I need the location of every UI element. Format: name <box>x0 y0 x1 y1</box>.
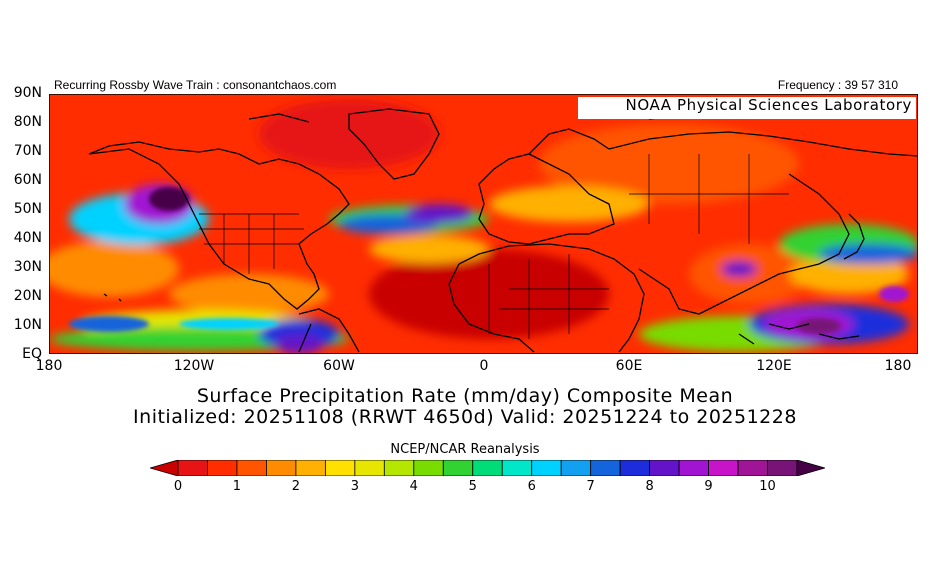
lat-label-eq: EQ <box>22 346 42 362</box>
colorbar-segment <box>531 459 562 477</box>
lon-label-120e: 120E <box>756 358 792 374</box>
colorbar-tick-label: 4 <box>409 479 418 494</box>
colorbar-segment <box>383 459 415 477</box>
lat-label-10n: 10N <box>13 317 42 333</box>
colorbar-segment <box>177 459 208 477</box>
colorbar-segment <box>472 459 503 477</box>
header-left-text: Recurring Rossby Wave Train : consonantc… <box>54 78 337 92</box>
precip-field <box>49 99 918 354</box>
colorbar-segment <box>413 459 444 477</box>
colorbar-segment <box>767 459 798 477</box>
colorbar-segment <box>590 459 621 477</box>
colorbar-tick-label: 0 <box>173 479 183 494</box>
lat-label-50n: 50N <box>13 201 42 217</box>
colorbar-tick-label: 7 <box>586 479 595 494</box>
lat-label-20n: 20N <box>13 288 42 304</box>
lat-label-80n: 80N <box>13 114 42 130</box>
lon-label-0: 0 <box>479 358 489 374</box>
colorbar-segment <box>442 459 474 477</box>
plot-title: Surface Precipitation Rate (mm/day) Comp… <box>196 385 734 407</box>
colorbar-segment <box>649 459 680 477</box>
colorbar-tick-label: 5 <box>468 479 477 494</box>
lat-label-70n: 70N <box>13 143 42 159</box>
colorbar-tick-label: 2 <box>291 479 301 494</box>
colorbar <box>148 459 827 477</box>
colorbar-segment <box>295 459 326 477</box>
colorbar-tick-label: 8 <box>645 479 654 494</box>
lon-label-180w: 180 <box>35 358 63 374</box>
colorbar-segment <box>501 459 533 477</box>
lon-label-60e: 60E <box>615 358 643 374</box>
colorbar-left-arrow <box>148 459 179 477</box>
colorbar-segment <box>708 459 739 477</box>
colorbar-segment <box>678 459 709 477</box>
precipitation-map <box>49 94 918 354</box>
lon-label-120w: 120W <box>173 358 215 374</box>
colorbar-segment <box>266 459 297 477</box>
data-source: NCEP/NCAR Reanalysis <box>390 442 540 457</box>
lab-label: NOAA Physical Sciences Laboratory <box>625 96 912 114</box>
colorbar-segment <box>324 459 356 477</box>
colorbar-segment <box>236 459 267 477</box>
colorbar-segment <box>560 459 592 477</box>
colorbar-tick-label: 10 <box>759 479 776 494</box>
lon-label-60w: 60W <box>323 358 355 374</box>
colorbar-tick-label: 1 <box>232 479 242 494</box>
lat-label-40n: 40N <box>13 230 42 246</box>
precip-field-detail <box>69 187 909 334</box>
lab-label-box <box>578 97 916 119</box>
colorbar-segment <box>354 459 385 477</box>
lat-label-30n: 30N <box>13 259 42 275</box>
lon-label-180e: 180 <box>884 358 912 374</box>
lat-label-60n: 60N <box>13 172 42 188</box>
political-borders <box>199 154 789 339</box>
colorbar-tick-label: 9 <box>704 479 713 494</box>
header-right-text: Frequency : 39 57 310 <box>777 78 898 92</box>
colorbar-tick-label: 3 <box>350 479 359 494</box>
colorbar-segment <box>207 459 238 477</box>
colorbar-right-arrow <box>796 459 827 477</box>
plot-subtitle: Initialized: 20251108 (RRWT 4650d) Valid… <box>133 406 797 428</box>
lat-label-90n: 90N <box>13 85 42 101</box>
colorbar-segment <box>619 459 651 477</box>
colorbar-tick-label: 6 <box>527 479 536 494</box>
colorbar-segment <box>737 459 768 477</box>
